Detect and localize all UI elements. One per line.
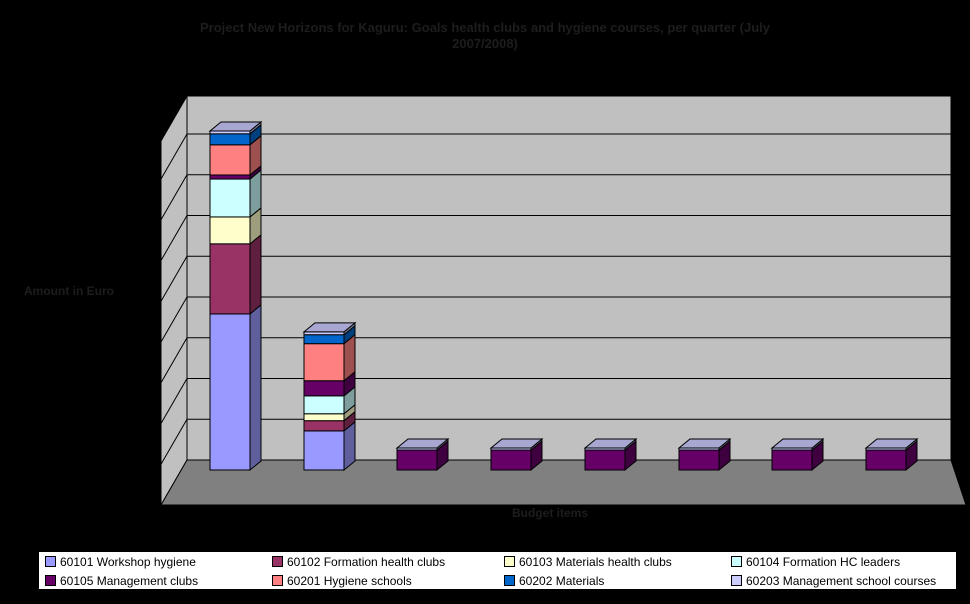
legend-color-swatch: [504, 556, 515, 567]
legend-item: 60202 Materials: [504, 574, 731, 588]
legend-item-label: 60202 Materials: [519, 573, 605, 588]
bar-top-face: [489, 438, 544, 449]
bar-segment-front: [303, 380, 345, 397]
bar-segment-front: [209, 178, 251, 218]
bar-top-face: [302, 322, 357, 333]
bar-segment-front: [303, 395, 345, 415]
bar-top-face: [208, 121, 263, 132]
back-wall: [186, 95, 952, 461]
chart-title-line1: Project New Horizons for Kaguru: Goals h…: [200, 20, 770, 35]
bar-segment-front: [303, 420, 345, 432]
legend-color-swatch: [731, 556, 742, 567]
legend-item: 60201 Hygiene schools: [272, 574, 504, 588]
legend-color-swatch: [272, 556, 283, 567]
chart-title: Project New Horizons for Kaguru: Goals h…: [0, 20, 970, 52]
gridline-left-wall: [160, 215, 188, 261]
bar-top-face: [677, 438, 732, 449]
legend-color-swatch: [731, 575, 742, 586]
legend-item: 60101 Workshop hygiene: [45, 555, 272, 569]
bar-segment-front: [303, 430, 345, 471]
bar-segment-front: [209, 174, 251, 180]
bar-top-face: [395, 438, 450, 449]
bar-top-face: [583, 438, 638, 449]
bar-segment-front: [771, 449, 813, 471]
bar-segment-side: [249, 233, 262, 315]
gridline-left-wall: [160, 133, 188, 180]
legend-item: 60104 Formation HC leaders: [731, 555, 956, 569]
legend-color-swatch: [45, 556, 56, 567]
floor: [160, 459, 967, 506]
bar-segment-front: [303, 343, 345, 382]
gridline-left-wall: [160, 255, 188, 302]
bar-segment-front: [303, 413, 345, 422]
legend-item: 60103 Materials health clubs: [504, 555, 731, 569]
bar-top-face: [770, 438, 825, 449]
bar-segment-front: [209, 216, 251, 245]
chart-legend: 60101 Workshop hygiene 60102 Formation he…: [38, 551, 957, 590]
bar-segment-front: [303, 334, 345, 345]
legend-color-swatch: [272, 575, 283, 586]
legend-item-label: 60105 Management clubs: [60, 573, 199, 588]
chart-title-line2: 2007/2008): [452, 36, 518, 51]
gridline-left-wall: [160, 378, 188, 424]
gridline-left-wall: [160, 174, 188, 221]
bar-segment-front: [209, 313, 251, 471]
bar-top-face: [864, 438, 919, 449]
legend-item: 60203 Management school courses: [731, 574, 956, 588]
legend-item-label: 60104 Formation HC leaders: [746, 554, 901, 569]
bar-segment-front: [865, 449, 907, 471]
value-axis-title: Amount in Euro: [24, 284, 114, 298]
legend-item-label: 60102 Formation health clubs: [287, 554, 446, 569]
bar-segment-front: [209, 144, 251, 176]
legend-item-label: 60203 Management school courses: [746, 573, 937, 588]
legend-item: 60102 Formation health clubs: [272, 555, 504, 569]
category-axis-title: Budget items: [511, 506, 588, 520]
gridline-left-wall: [160, 337, 188, 384]
legend-item: 60105 Management clubs: [45, 574, 272, 588]
bar-segment-side: [249, 303, 262, 472]
bar-segment-front: [209, 243, 251, 315]
gridline-left-wall: [160, 296, 188, 343]
legend-color-swatch: [45, 575, 56, 586]
bar-segment-front: [490, 449, 532, 471]
gridline-left-wall: [160, 418, 188, 465]
bar-segment-front: [396, 449, 438, 471]
bar-segment-front: [678, 449, 720, 471]
bar-segment-front: [584, 449, 626, 471]
legend-item-label: 60201 Hygiene schools: [287, 573, 412, 588]
legend-color-swatch: [504, 575, 515, 586]
legend-item-label: 60101 Workshop hygiene: [60, 554, 196, 569]
legend-item-label: 60103 Materials health clubs: [519, 554, 672, 569]
bar-segment-front: [209, 133, 251, 146]
